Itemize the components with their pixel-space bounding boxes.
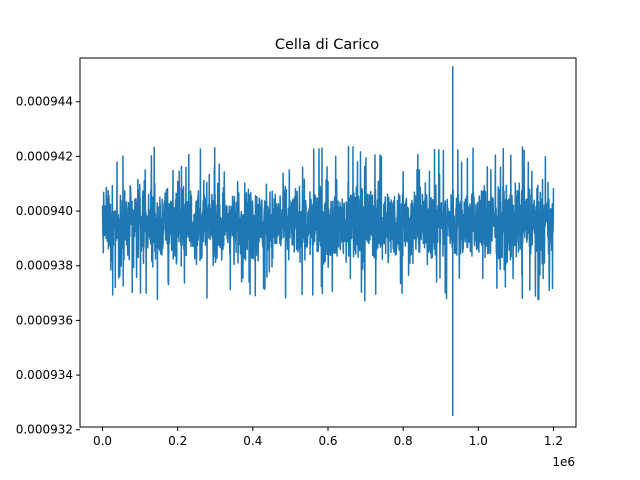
y-tick-label: 0.000938 bbox=[16, 259, 73, 273]
y-tick-label: 0.000944 bbox=[16, 95, 73, 109]
y-axis: 0.000932 0.000934 0.000936 0.000938 0.000940… bbox=[16, 95, 80, 437]
y-tick-label: 0.000934 bbox=[16, 368, 73, 382]
y-tick-label: 0.000940 bbox=[16, 204, 73, 218]
x-tick-label: 0.0 bbox=[93, 434, 112, 448]
plot-area bbox=[101, 66, 555, 417]
y-tick-label: 0.000936 bbox=[16, 313, 73, 327]
y-tick-label: 0.000932 bbox=[16, 423, 73, 437]
x-tick-label: 1.0 bbox=[469, 434, 488, 448]
x-axis: 0.0 0.2 0.4 0.6 0.8 1.0 1.2 bbox=[93, 427, 563, 448]
chart-title: Cella di Carico bbox=[275, 37, 379, 53]
x-tick-label: 1.2 bbox=[544, 434, 563, 448]
y-tick-label: 0.000942 bbox=[16, 149, 73, 163]
x-offset-label: 1e6 bbox=[552, 455, 575, 469]
x-tick-label: 0.6 bbox=[318, 434, 337, 448]
x-tick-label: 0.8 bbox=[394, 434, 413, 448]
x-tick-label: 0.4 bbox=[243, 434, 262, 448]
x-tick-label: 0.2 bbox=[168, 434, 187, 448]
series-line bbox=[101, 66, 555, 417]
